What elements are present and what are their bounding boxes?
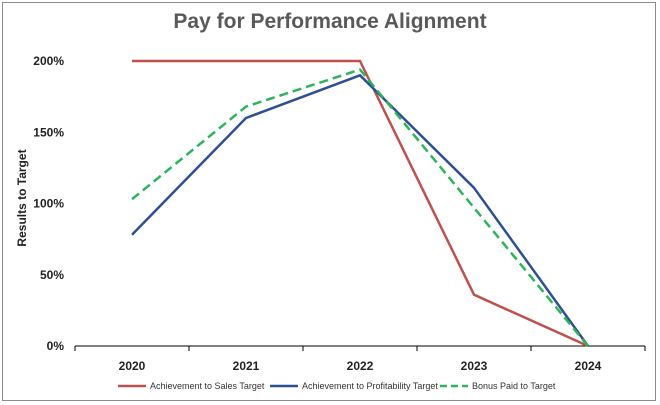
x-tick-label: 2022 xyxy=(347,359,374,373)
legend-label-2: Achievement to Profitability Target xyxy=(302,381,438,391)
x-tick-label: 2024 xyxy=(575,359,602,373)
y-tick-label: 100% xyxy=(33,197,64,211)
series-line-2 xyxy=(131,74,590,347)
legend-label-1: Achievement to Sales Target xyxy=(150,381,265,391)
series-line-3 xyxy=(131,68,589,347)
legend-label-3: Bonus Paid to Target xyxy=(472,381,556,391)
y-tick-label: 150% xyxy=(33,125,64,139)
y-tick-label: 0% xyxy=(47,339,65,353)
chart-title: Pay for Performance Alignment xyxy=(173,10,487,33)
x-tick-label: 2023 xyxy=(461,359,488,373)
y-tick-label: 200% xyxy=(33,54,64,68)
y-tick-label: 50% xyxy=(40,268,64,282)
x-tick-label: 2020 xyxy=(119,359,146,373)
chart-frame xyxy=(2,2,656,401)
x-tick-label: 2021 xyxy=(233,359,260,373)
series-line-1 xyxy=(132,59,589,348)
